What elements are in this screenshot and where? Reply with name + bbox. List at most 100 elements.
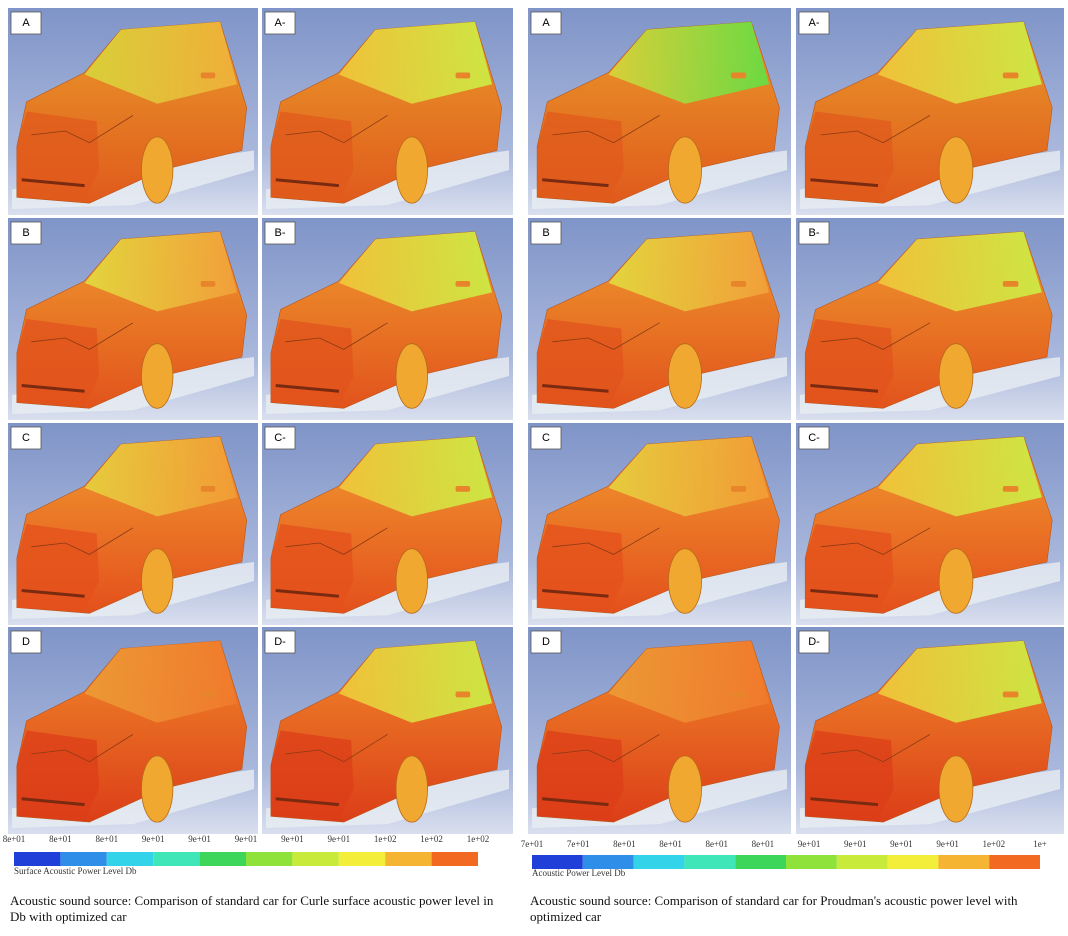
mirror (730, 72, 747, 79)
colorbar-tick-label: 9e+01 (890, 839, 913, 849)
car-front (16, 730, 100, 821)
tile-label-box (264, 426, 296, 450)
tile-label-box (798, 630, 830, 654)
colorbar-segment (292, 852, 339, 866)
tile-label: C- (808, 432, 820, 444)
grille (810, 384, 879, 393)
grille (542, 589, 609, 598)
wheel (668, 136, 702, 204)
car-front (16, 111, 100, 202)
hood-line (285, 734, 388, 763)
car-cabin (338, 231, 492, 312)
grille (810, 589, 879, 598)
tile-label-box (10, 630, 42, 654)
wheel (141, 136, 174, 204)
car-cabin (878, 640, 1042, 723)
colorbar-tick-label: 9e+01 (798, 839, 821, 849)
tile-label: D- (274, 636, 286, 648)
colorbar-tick-label: 9e+01 (936, 839, 959, 849)
tile-label: B (22, 227, 29, 239)
car-render (266, 21, 509, 209)
grille (21, 589, 85, 598)
car-cabin (84, 21, 238, 104)
car-render (800, 436, 1060, 619)
car-cabin (878, 436, 1042, 517)
hood-line (285, 115, 388, 144)
car-render (800, 21, 1060, 209)
car-render (532, 640, 787, 828)
car-cabin (608, 640, 770, 723)
car-front (805, 111, 894, 202)
hood-line (285, 322, 388, 350)
hood-line (31, 115, 134, 144)
tile-label: D (22, 636, 30, 648)
car-front (16, 319, 100, 407)
colorbar-tick-label: 9e+01 (328, 834, 351, 844)
colorbar-segment (246, 852, 293, 866)
colorbar-segment (684, 855, 736, 869)
tile-label: B- (809, 227, 820, 239)
hood-line (31, 734, 134, 763)
mirror (455, 281, 471, 287)
grille (542, 178, 609, 188)
car-cabin (84, 640, 238, 723)
car-cabin (878, 231, 1042, 312)
car-cabin (84, 436, 238, 517)
car-cabin (878, 21, 1042, 104)
mirror (730, 281, 747, 287)
colorbar-tick-label: 8e+01 (96, 834, 119, 844)
tile-label: A (22, 17, 30, 29)
tile-label-box (264, 221, 296, 245)
colorbar-tick-label: 9e+01 (235, 834, 258, 844)
colorbar-segment (199, 852, 246, 866)
wheel (938, 548, 974, 614)
colorbar-segment (735, 855, 786, 869)
colorbar-title: Surface Acoustic Power Level Db (14, 866, 137, 876)
mirror (200, 72, 216, 79)
colorbar-tick-label: 1e+02 (467, 834, 490, 844)
tile-label-box (10, 426, 42, 450)
grille (275, 589, 340, 598)
colorbar-tick-label: 1e+02 (983, 839, 1006, 849)
hood-line (31, 322, 134, 350)
colorbar-segment (532, 855, 583, 869)
car-front (537, 524, 624, 612)
tile-label: B- (275, 227, 286, 239)
grille (275, 797, 340, 807)
wheel (395, 136, 428, 204)
tile-label-box (264, 11, 296, 35)
car-render (532, 21, 787, 209)
tile-label-box (798, 11, 830, 35)
colorbar-tick-label: 9e+01 (142, 834, 165, 844)
mirror (1002, 691, 1019, 698)
colorbar-segment (836, 855, 888, 869)
car-front (16, 524, 100, 612)
grille (275, 384, 340, 393)
colorbar-segment (431, 852, 478, 866)
car-render (12, 436, 254, 619)
colorbar-tick-label: 7e+01 (567, 839, 590, 849)
car-front (270, 730, 354, 821)
colorbar-tick-label: 8e+01 (613, 839, 636, 849)
tile-label: A- (809, 17, 820, 29)
wheel (395, 343, 428, 409)
colorbar-segment (786, 855, 837, 869)
car-front (270, 111, 354, 202)
mirror (200, 486, 216, 492)
hood-line (820, 322, 931, 350)
car-render (12, 21, 254, 209)
hood-line (820, 115, 931, 144)
hood-line (31, 527, 134, 555)
tile-label-box (530, 11, 562, 35)
wheel (938, 343, 974, 409)
tile-label-box (10, 221, 42, 245)
grille (275, 178, 340, 188)
colorbar-tick-label: 1e+02 (374, 834, 397, 844)
tile-label-box (530, 221, 562, 245)
car-front (805, 319, 894, 407)
colorbar-segment (887, 855, 939, 869)
colorbar-tick-label: 1e+02 (420, 834, 443, 844)
tile-label: C- (274, 432, 286, 444)
colorbar-segment (14, 852, 61, 866)
